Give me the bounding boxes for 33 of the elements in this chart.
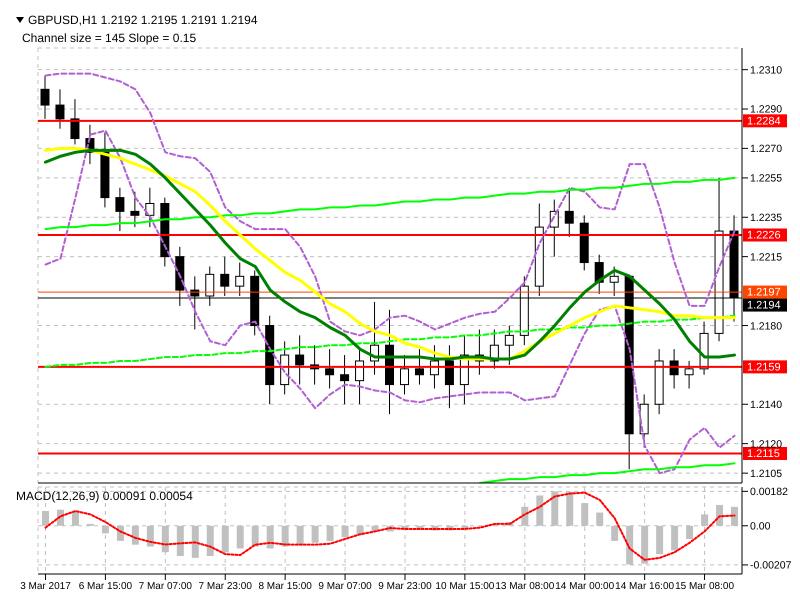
x-tick-label: 15 Mar 08:00 <box>675 581 734 592</box>
chart-title: GBPUSD,H1 1.2192 1.2195 1.2191 1.2194 <box>28 12 258 28</box>
ref-line-label: 1.2159 <box>747 361 781 374</box>
x-tick-label: 10 Mar 15:00 <box>435 581 495 592</box>
y-tick-label: -0.00207 <box>750 560 792 572</box>
y-tick-label: 1.2140 <box>750 398 782 411</box>
y-tick-label: 0.00 <box>750 520 771 532</box>
y-tick-label: 1.2215 <box>750 251 782 264</box>
ref-line-label: 1.2226 <box>747 229 781 242</box>
x-tick-label: 8 Mar 15:00 <box>258 581 312 592</box>
x-tick-label: 9 Mar 07:00 <box>318 581 372 592</box>
y-tick-label: 1.2105 <box>750 468 782 480</box>
chart-title: MACD(12,26,9) 0.00091 0.00054 <box>16 488 193 504</box>
x-tick-label: 6 Mar 15:00 <box>78 581 133 592</box>
y-tick-label: 1.2310 <box>750 64 782 76</box>
x-tick-label: 13 Mar 08:00 <box>495 581 555 592</box>
chart-subtitle: Channel size = 145 Slope = 0.15 <box>21 30 198 46</box>
x-tick-label: 3 Mar 2017 <box>20 581 72 592</box>
x-tick-label: 14 Mar 00:00 <box>555 581 615 592</box>
x-tick-label: 7 Mar 23:00 <box>198 581 252 592</box>
x-tick-label: 9 Mar 23:00 <box>378 581 432 592</box>
y-tick-label: 1.2180 <box>750 320 782 332</box>
y-tick-label: 1.2290 <box>750 104 782 116</box>
x-tick-label: 14 Mar 16:00 <box>615 581 675 592</box>
ref-line-label: 1.2115 <box>747 448 780 460</box>
ref-line-label: 1.2284 <box>747 115 781 128</box>
ref-line-label: 1.2194 <box>747 300 781 312</box>
y-tick-label: 1.2255 <box>750 172 782 185</box>
ref-line-label: 1.2197 <box>747 286 781 299</box>
y-tick-label: 0.00182 <box>750 486 788 498</box>
y-tick-label: 1.2235 <box>750 212 782 224</box>
x-tick-label: 7 Mar 07:00 <box>138 581 192 592</box>
y-tick-label: 1.2270 <box>750 143 782 156</box>
